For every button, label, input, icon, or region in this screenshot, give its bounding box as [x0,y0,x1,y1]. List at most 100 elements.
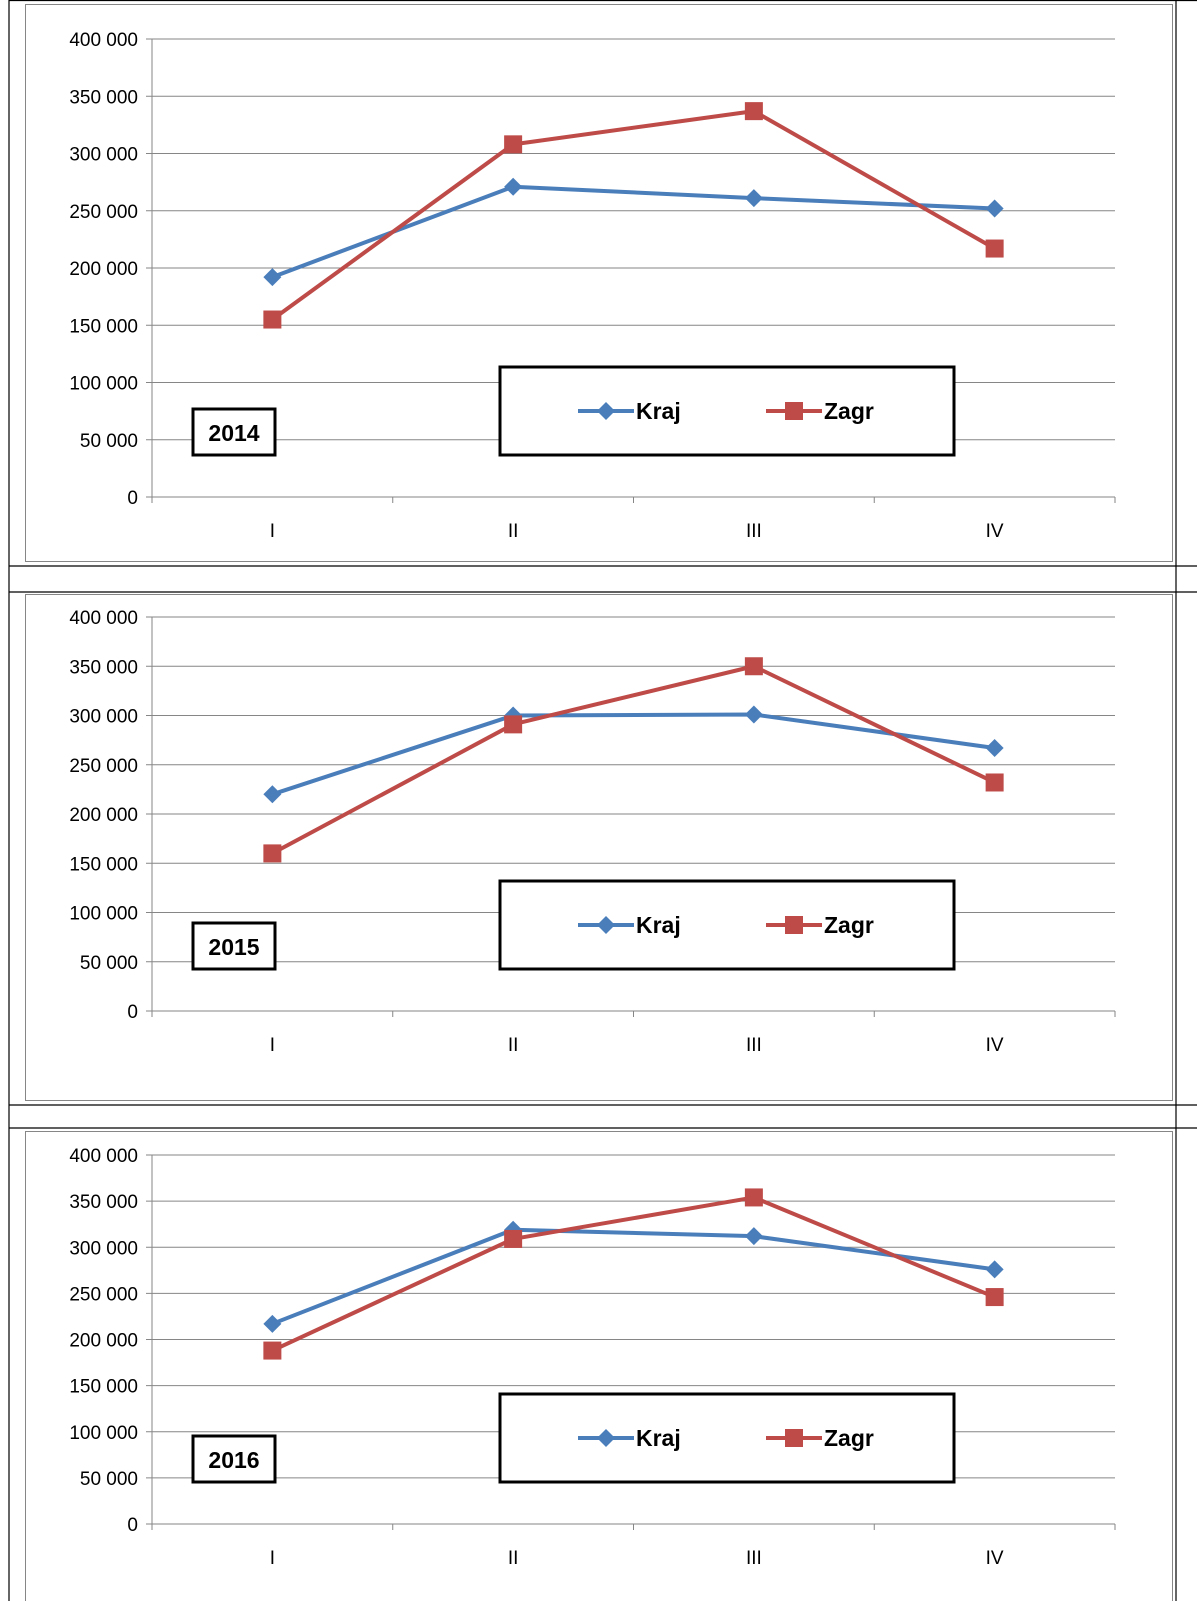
legend-label-kraj: Kraj [636,398,681,424]
x-tick-label: II [508,1548,519,1569]
legend-label-zagr: Zagr [824,1425,874,1451]
data-point-kraj [263,1314,282,1333]
y-tick-label: 50 000 [80,1469,138,1490]
data-point-zagr [504,135,523,154]
y-tick-label: 400 000 [69,608,138,629]
year-badge-box [191,1434,277,1484]
y-tick-label: 150 000 [69,316,138,337]
legend-label-zagr: Zagr [824,398,874,424]
series-line-zagr [271,664,996,856]
chart-2014: 0 50 000 100 000 150 000 200 000 250 000 300 0… [69,30,1116,542]
legend: Kraj Zagr [498,365,956,457]
data-point-kraj [744,705,763,724]
y-tick-label: 50 000 [80,953,138,974]
legend: Kraj Zagr [498,1392,956,1484]
data-point-kraj [744,1227,763,1246]
year-badge: 2016 [191,1434,277,1484]
series-kraj [263,177,1004,287]
data-point-zagr [985,1288,1004,1307]
y-tick-label: 250 000 [69,756,138,777]
data-point-kraj [263,268,282,287]
series-kraj [263,705,1004,804]
y-tick-label: 250 000 [69,1284,138,1305]
y-tick-label: 350 000 [69,87,138,108]
data-point-zagr [744,102,763,121]
y-tick-label: 200 000 [69,259,138,280]
y-tick-label: 350 000 [69,657,138,678]
legend-marker-kraj [597,402,615,420]
y-tick-label: 200 000 [69,1331,138,1352]
data-point-kraj [504,177,523,196]
y-tick-label: 150 000 [69,1377,138,1398]
chart-2016: 0 50 000 100 000 150 000 200 000 250 000 300 0… [69,1146,1116,1569]
data-point-zagr [744,1188,763,1207]
year-label: 2015 [208,934,259,960]
x-tick-label: I [270,521,275,542]
table-frame [8,0,1197,1601]
data-point-kraj [263,785,282,804]
y-tick-label: 200 000 [69,805,138,826]
series-line-zagr [271,109,996,322]
x-tick-label: III [746,521,762,542]
x-tick-label: I [270,1035,275,1056]
x-tick-label: III [746,1035,762,1056]
legend-marker-zagr [785,402,803,420]
chart-frames [25,4,1173,1601]
legend: Kraj Zagr [498,879,956,971]
data-point-zagr [985,773,1004,792]
data-point-zagr [263,310,282,329]
series-zagr [263,657,1004,863]
series-zagr [263,1188,1004,1360]
y-tick-label: 100 000 [69,1423,138,1444]
y-tick-label: 50 000 [80,431,138,452]
legend-box [498,1392,956,1484]
series-line-kraj [271,712,995,797]
year-label: 2016 [208,1447,259,1473]
year-label: 2014 [208,420,259,446]
data-point-kraj [985,1260,1004,1279]
x-tick-label: II [508,1035,519,1056]
legend-marker-zagr [785,916,803,934]
chart-2015: 0 50 000 100 000 150 000 200 000 250 000 300 0… [69,608,1116,1056]
data-point-zagr [985,239,1004,258]
year-badge-box [191,407,277,457]
x-tick-label: III [746,1548,762,1569]
data-point-zagr [504,1229,523,1248]
series-line-zagr [271,1195,996,1353]
x-tick-label: IV [986,1548,1004,1569]
y-tick-label: 350 000 [69,1192,138,1213]
y-tick-label: 0 [127,488,138,509]
y-tick-label: 300 000 [69,707,138,728]
legend-marker-kraj [597,1429,615,1447]
y-tick-label: 100 000 [69,904,138,925]
x-tick-label: I [270,1548,275,1569]
y-tick-label: 250 000 [69,202,138,223]
x-tick-label: II [508,521,519,542]
charts-container: 0 50 000 100 000 150 000 200 000 250 000 300 0… [69,30,1116,1569]
legend-marker-zagr [785,1429,803,1447]
y-tick-label: 400 000 [69,30,138,51]
data-point-zagr [263,844,282,863]
data-point-kraj [985,739,1004,758]
series-kraj [263,1220,1004,1333]
legend-label-zagr: Zagr [824,912,874,938]
year-badge-box [191,921,277,971]
legend-label-kraj: Kraj [636,1425,681,1451]
legend-marker-kraj [597,916,615,934]
legend-label-kraj: Kraj [636,912,681,938]
x-tick-label: IV [986,521,1004,542]
series-line-kraj [271,184,995,280]
y-tick-label: 100 000 [69,374,138,395]
y-tick-label: 150 000 [69,854,138,875]
y-tick-label: 0 [127,1515,138,1536]
data-point-kraj [744,189,763,208]
data-point-zagr [263,1341,282,1360]
y-tick-label: 400 000 [69,1146,138,1167]
series-zagr [263,102,1004,329]
data-point-zagr [744,657,763,676]
y-tick-label: 300 000 [69,145,138,166]
year-badge: 2015 [191,921,277,971]
series-line-kraj [271,1227,995,1326]
year-badge: 2014 [191,407,277,457]
